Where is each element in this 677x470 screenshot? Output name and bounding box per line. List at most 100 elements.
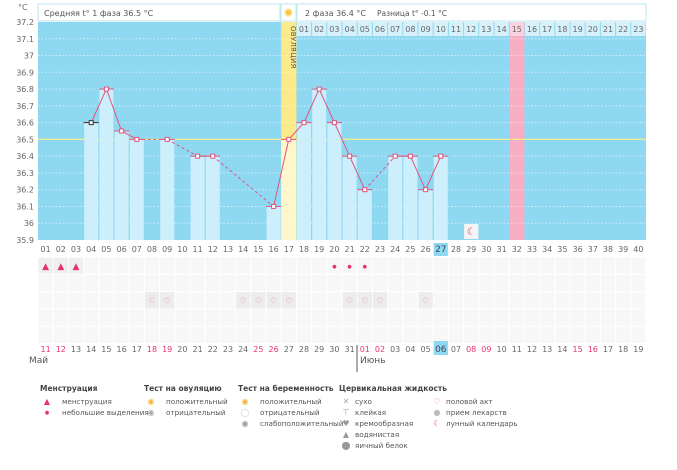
event-cell xyxy=(524,309,540,326)
event-cell xyxy=(631,292,646,309)
y-tick-label: 37.2 xyxy=(16,18,34,27)
phase2-day-label: 16 xyxy=(527,25,537,34)
event-cell xyxy=(388,309,403,326)
pregnancy-weak-icon: ◉ xyxy=(241,419,249,428)
cycle-day-label: 20 xyxy=(329,245,339,254)
temperature-point xyxy=(423,187,429,193)
calendar-date-label: 26 xyxy=(269,345,279,354)
temperature-point xyxy=(164,136,170,142)
month-label-june: Июнь xyxy=(360,356,386,366)
calendar-date-label: 25 xyxy=(253,345,263,354)
cycle-day-label: 33 xyxy=(527,245,537,254)
sun-negative-icon: ◉ xyxy=(147,408,155,417)
phase2-day-label: 15 xyxy=(512,25,522,34)
event-cell xyxy=(342,326,357,343)
event-cell xyxy=(236,257,251,274)
event-cell xyxy=(631,274,646,292)
phase2-day-label: 18 xyxy=(557,25,567,34)
event-cell xyxy=(372,326,388,343)
event-cell xyxy=(433,274,448,292)
event-cell xyxy=(236,274,251,292)
event-cell xyxy=(600,274,616,292)
event-cell xyxy=(205,274,220,292)
event-cell xyxy=(129,309,144,326)
intercourse-cell xyxy=(418,292,433,309)
phase2-day-cell xyxy=(524,22,540,36)
expected-period-column xyxy=(509,22,525,240)
temperature-bar xyxy=(114,131,129,240)
sticky-icon: ⊤ xyxy=(342,408,350,417)
event-cell xyxy=(524,257,540,274)
temperature-bar xyxy=(129,139,144,240)
phase2-day-label: 12 xyxy=(466,25,476,34)
event-cell xyxy=(342,309,357,326)
event-cell xyxy=(266,309,281,326)
event-cell xyxy=(327,309,342,326)
event-cell xyxy=(84,292,99,309)
calendar-date-row: 11 12 13 14 15 16 17 18 19 20 21 22 23 24 25 26 27 28 29 30… xyxy=(41,341,643,355)
temperature-point xyxy=(347,153,353,159)
pregnancy-negative-icon: ◯ xyxy=(240,408,250,417)
cycle-day-label: 13 xyxy=(223,245,233,254)
event-cell xyxy=(281,257,296,274)
legend-item: кремообразная xyxy=(355,419,414,428)
event-cell xyxy=(114,309,129,326)
cycle-day-label: 18 xyxy=(299,245,309,254)
cycle-day-label: 14 xyxy=(238,245,248,254)
heart-icon: ♡ xyxy=(346,297,353,306)
legend-item: менструация xyxy=(62,397,112,406)
phase2-day-cell xyxy=(555,22,570,36)
intercourse-cell xyxy=(372,292,388,309)
calendar-date-label: 13 xyxy=(71,345,81,354)
cycle-day-label: 09 xyxy=(162,245,172,254)
calendar-date-label: 07 xyxy=(451,345,461,354)
temperature-point xyxy=(331,120,337,126)
event-cell xyxy=(99,257,114,274)
cycle-day-label: 04 xyxy=(86,245,96,254)
temperature-bar xyxy=(84,122,99,240)
event-cell xyxy=(509,292,524,309)
temperature-segment xyxy=(288,122,305,140)
event-cell xyxy=(251,309,266,326)
legend-other: . ♡половой акт ●прием лекарств ☾лунный к… xyxy=(430,384,517,429)
event-cell xyxy=(464,326,479,343)
calendar-date-label: 30 xyxy=(329,345,339,354)
summary-bar: Средняя t° 1 фаза 36.5 °C 2 фаза 36.4 °C… xyxy=(37,3,647,22)
event-cell xyxy=(236,326,251,343)
event-cell xyxy=(372,257,388,274)
event-cell xyxy=(99,326,114,343)
cycle-day-label: 22 xyxy=(360,245,370,254)
event-cell xyxy=(509,274,524,292)
temperature-point xyxy=(438,153,444,159)
calendar-date-label: 14 xyxy=(86,345,96,354)
legend-menstruation: Менструация ▲ менструация ● небольшие выде… xyxy=(40,384,149,418)
event-cell xyxy=(114,326,129,343)
temperature-segment xyxy=(105,88,123,132)
event-cell xyxy=(68,274,84,292)
event-cell xyxy=(190,292,205,309)
calendar-date-label: 20 xyxy=(177,345,187,354)
event-cell xyxy=(555,274,570,292)
heart-icon: ♡ xyxy=(285,297,292,306)
event-cell xyxy=(631,326,646,343)
event-cell xyxy=(160,257,175,274)
temperature-bar xyxy=(357,189,372,240)
event-cell xyxy=(160,326,175,343)
event-rows: ▲ ▲ ▲ ● ● ● ♡ ♡ ♡ ♡ ♡ ♡ ♡ ♡ ♡ ♡ xyxy=(38,257,646,343)
event-cell xyxy=(616,257,631,274)
event-cell xyxy=(114,257,129,274)
event-cell xyxy=(175,309,190,326)
event-cell xyxy=(281,326,296,343)
temperature-point xyxy=(195,153,201,159)
calendar-date-label: 21 xyxy=(193,345,203,354)
event-cell xyxy=(190,274,205,292)
event-cell xyxy=(68,292,84,309)
temperature-point xyxy=(271,203,277,209)
event-cell xyxy=(616,309,631,326)
calendar-date-label: 09 xyxy=(481,345,491,354)
legend-item: отрицательный xyxy=(260,408,320,417)
event-cell xyxy=(114,274,129,292)
event-cell xyxy=(175,326,190,343)
temperature-bar xyxy=(297,122,311,240)
temperature-line xyxy=(83,86,449,209)
